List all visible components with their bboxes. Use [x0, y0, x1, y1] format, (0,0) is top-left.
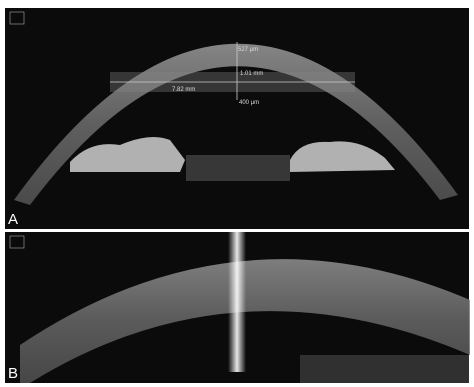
cornea — [20, 259, 470, 383]
iris-right — [290, 141, 395, 172]
panel-label: A — [8, 211, 18, 228]
measurement: 527 µm — [238, 47, 258, 53]
panel-a: 527 µm 1.01 mm 7.82 mm 400 µm A — [5, 8, 469, 229]
panel-b: B — [5, 232, 470, 383]
reflection-streak — [228, 232, 246, 372]
cornea — [14, 43, 458, 205]
scan-background — [5, 8, 469, 229]
measurement: 7.82 mm — [172, 87, 195, 93]
measurement: 400 µm — [239, 100, 259, 106]
scan-icon — [9, 11, 25, 25]
panel-label: B — [8, 365, 18, 382]
lens — [186, 155, 290, 181]
iris-left — [70, 136, 185, 172]
scan-icon — [9, 235, 25, 249]
measurement: 1.01 mm — [240, 71, 263, 77]
lower-tissue — [300, 355, 469, 383]
